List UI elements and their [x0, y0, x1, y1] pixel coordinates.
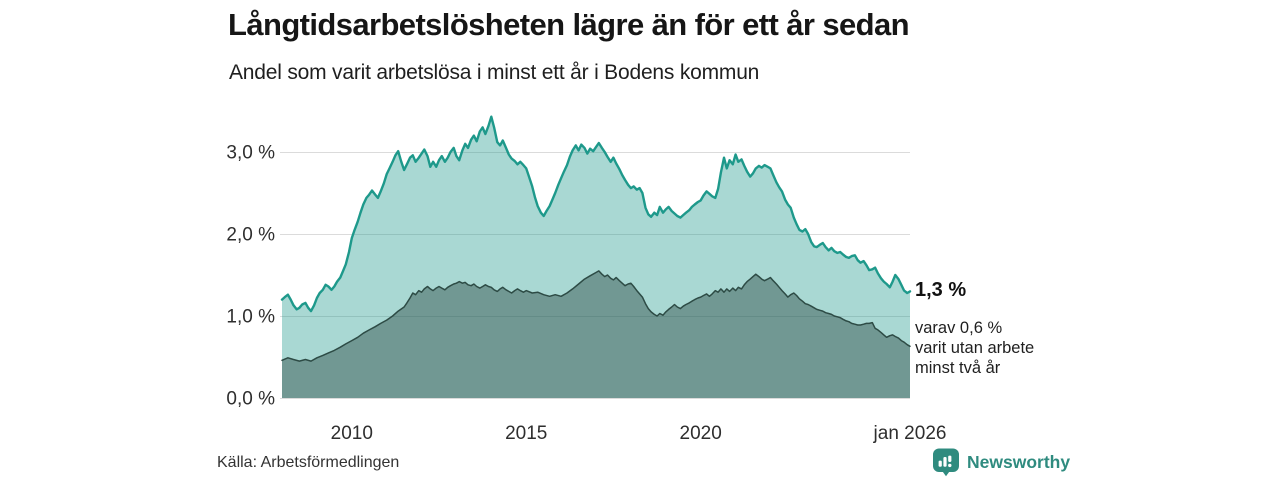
x-tick-label: 2015: [505, 423, 547, 444]
x-tick-label: 2020: [680, 423, 722, 444]
y-tick-label: 0,0 %: [226, 389, 275, 410]
latest-value-label: 1,3 %: [915, 279, 967, 301]
y-tick-label: 2,0 %: [226, 225, 275, 246]
page-title: Långtidsarbetslösheten lägre än för ett …: [228, 7, 910, 42]
x-tick-label: jan 2026: [873, 423, 947, 444]
chart-subtitle: Andel som varit arbetslösa i minst ett å…: [229, 61, 760, 84]
line-series-1: [280, 115, 912, 313]
area-fill-series-2: [282, 270, 910, 398]
y-tick-label: 1,0 %: [226, 307, 275, 328]
area-fill-series-1: [282, 116, 910, 398]
annotation-line: minst två år: [915, 359, 1001, 377]
newsworthy-wordmark: Newsworthy: [967, 451, 1071, 472]
source-label: Källa: Arbetsförmedlingen: [217, 454, 400, 471]
y-tick-label: 3,0 %: [226, 143, 275, 164]
annotation-line: varit utan arbete: [915, 339, 1035, 357]
annotation-line: varav 0,6 %: [915, 319, 1003, 337]
bar-chart-speech-bubble-icon: [933, 448, 959, 477]
line-series-2: [281, 270, 911, 362]
newsworthy-logo: Newsworthy: [932, 447, 1070, 477]
x-tick-label: 2010: [331, 423, 373, 444]
annotation-detail: varav 0,6 % varit utan arbete minst två …: [915, 318, 1034, 378]
